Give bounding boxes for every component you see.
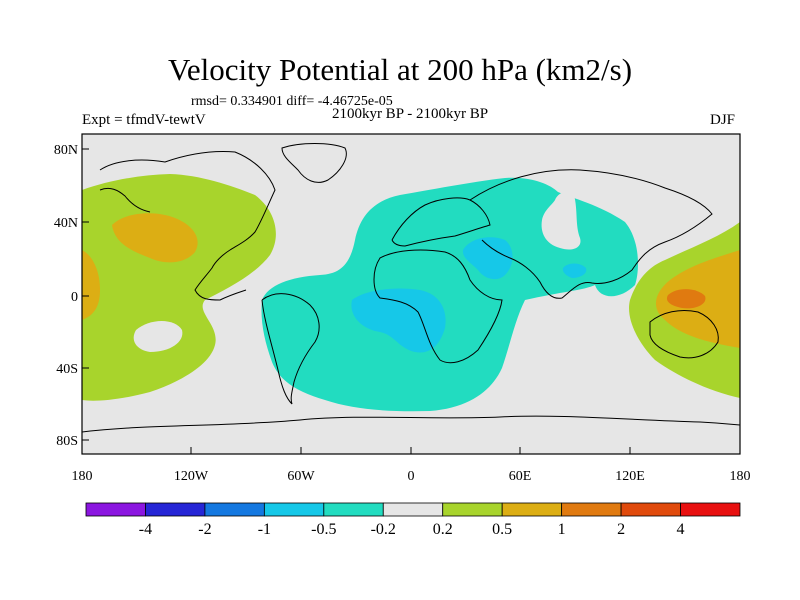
colorbar-swatch	[263, 502, 325, 517]
lon-label-120e: 120E	[615, 469, 645, 484]
colorbar-swatch	[442, 502, 503, 517]
coast-europe	[391, 197, 491, 247]
coast-south-america	[261, 293, 320, 405]
contour-hole-central-asia	[541, 191, 581, 250]
lon-label-120w: 120W	[174, 469, 209, 484]
contour-core-middle-east	[462, 237, 513, 280]
stats-line: rmsd= 0.334901 diff= -4.46725e-05	[191, 94, 393, 109]
contour-core-africa	[351, 288, 446, 353]
lat-label-40n: 40N	[54, 216, 78, 231]
contour-negative-main	[261, 177, 638, 412]
colorbar-label: 4	[677, 521, 685, 538]
lat-label-40s: 40S	[56, 362, 78, 377]
lon-tick-marks	[81, 447, 741, 454]
colorbar-label: -1	[258, 521, 271, 538]
lat-label-0: 0	[71, 290, 78, 305]
colorbar-swatch	[145, 502, 206, 517]
experiment-label: Expt = tfmdV-tewtV	[82, 112, 206, 128]
contour-hole-south-pacific	[133, 321, 183, 352]
colorbar-swatch	[680, 502, 741, 517]
lat-tick-marks	[82, 148, 89, 441]
colorbar-label: -4	[139, 521, 152, 538]
lon-label-0: 0	[408, 469, 415, 484]
coast-south-america-west	[261, 299, 293, 405]
colorbar-label: 2	[617, 521, 625, 538]
colorbar-label: 0.5	[492, 521, 512, 538]
map-title: Velocity Potential at 200 hPa (km2/s)	[167, 52, 633, 87]
colorbar-label: 1	[558, 521, 566, 538]
colorbar	[85, 502, 741, 517]
colorbar-swatch	[561, 502, 622, 517]
season-label: DJF	[710, 112, 736, 128]
colorbar-swatch	[501, 502, 563, 517]
coastlines	[82, 143, 740, 433]
colorbar-label: -0.5	[311, 521, 336, 538]
contour-core-south-asia	[562, 263, 587, 278]
colorbar-label: -0.2	[371, 521, 396, 538]
lat-label-80s: 80S	[56, 434, 78, 449]
contour-peak-west-pacific	[666, 289, 706, 309]
colorbar-swatch	[85, 502, 146, 517]
coast-asia	[469, 169, 713, 299]
lon-label-180w: 180	[72, 469, 93, 484]
colorbar-swatch	[323, 502, 384, 517]
contour-core-east-edge	[82, 250, 100, 320]
contour-core-north-pacific	[112, 213, 198, 263]
coast-africa	[373, 249, 503, 364]
lat-label-80n: 80N	[54, 143, 78, 158]
coast-antarctica	[82, 415, 740, 433]
colorbar-swatch	[620, 502, 681, 517]
lon-label-60e: 60E	[509, 469, 532, 484]
coast-alaska	[99, 187, 151, 213]
coast-australia	[649, 309, 719, 359]
colorbar-label: 0.2	[433, 521, 453, 538]
colorbar-swatch	[204, 502, 265, 517]
colorbar-labels: -4 -2 -1 -0.5 -0.2 0.2 0.5 1 2 4	[139, 521, 685, 538]
period-subtitle: 2100kyr BP - 2100kyr BP	[331, 106, 489, 122]
coast-greenland	[281, 143, 347, 183]
coast-north-america	[99, 151, 276, 301]
colorbar-label: -2	[198, 521, 211, 538]
lon-label-180e: 180	[730, 469, 751, 484]
colorbar-swatch	[382, 502, 444, 517]
lon-label-60w: 60W	[287, 469, 315, 484]
